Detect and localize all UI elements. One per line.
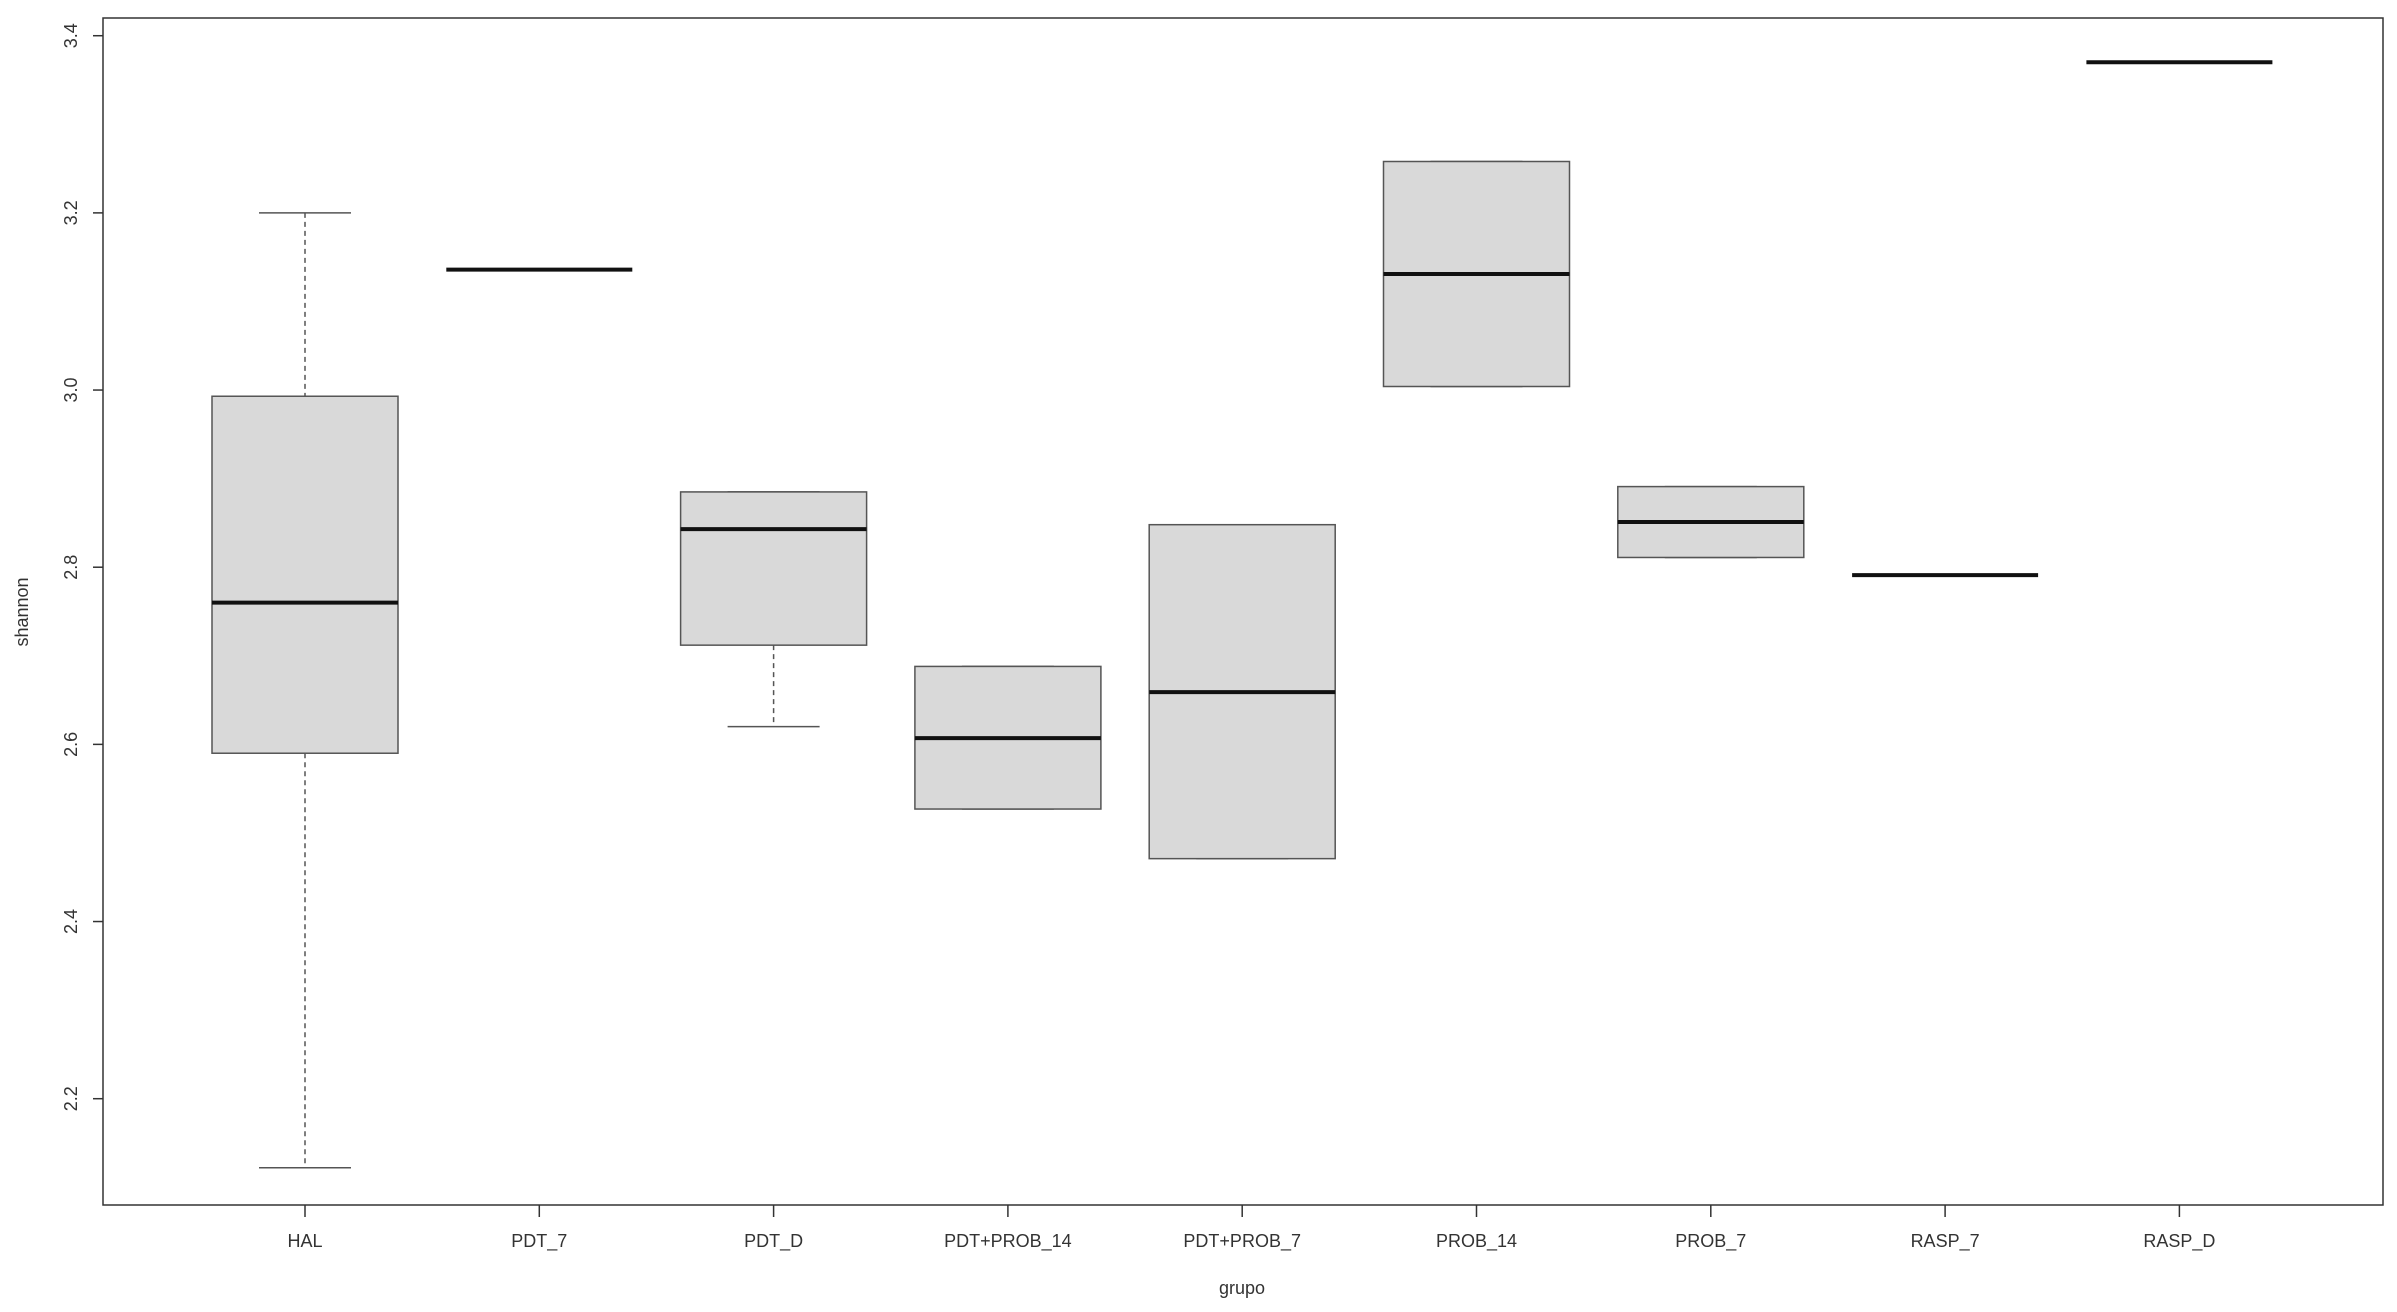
x-tick-label: PROB_14 bbox=[1436, 1231, 1517, 1252]
iqr-box bbox=[211, 395, 399, 754]
plot-frame bbox=[102, 17, 2384, 1206]
y-tick-label: 2.8 bbox=[61, 555, 81, 580]
box-group-prob-7 bbox=[1617, 485, 1805, 559]
iqr-box bbox=[679, 491, 868, 646]
box-group-hal bbox=[211, 212, 399, 1169]
y-tick-label: 2.4 bbox=[61, 909, 81, 934]
x-tick-label: PROB_7 bbox=[1675, 1231, 1746, 1252]
y-tick-label: 3.2 bbox=[61, 200, 81, 225]
x-tick-label: PDT+PROB_7 bbox=[1183, 1231, 1301, 1252]
y-axis-label: shannon bbox=[12, 577, 32, 646]
x-tick-label: HAL bbox=[287, 1231, 322, 1251]
x-axis: HAL PDT_7 PDT_D PDT+PROB_14 PDT+PROB_7 PROB_1… bbox=[287, 1205, 2215, 1252]
y-axis: 2.2 2.4 2.6 2.8 3.0 3.2 3.4 bbox=[61, 23, 103, 1111]
x-tick-label: PDT+PROB_14 bbox=[944, 1231, 1072, 1252]
x-tick-label: RASP_7 bbox=[1911, 1231, 1980, 1252]
x-tick-label: RASP_D bbox=[2143, 1231, 2215, 1252]
box-group-prob-14 bbox=[1382, 160, 1571, 388]
boxes bbox=[211, 60, 2273, 1169]
x-tick-label: PDT_7 bbox=[511, 1231, 567, 1252]
y-tick-label: 2.6 bbox=[61, 732, 81, 757]
box-group-pdt-d bbox=[679, 491, 868, 728]
x-tick-label: PDT_D bbox=[744, 1231, 803, 1252]
x-axis-label: grupo bbox=[1219, 1278, 1265, 1298]
y-tick-label: 3.0 bbox=[61, 378, 81, 403]
y-tick-label: 2.2 bbox=[61, 1086, 81, 1111]
box-group-pdt-prob-7 bbox=[1148, 523, 1336, 860]
box-group-pdt-prob-14 bbox=[914, 665, 1102, 810]
y-tick-label: 3.4 bbox=[61, 23, 81, 48]
